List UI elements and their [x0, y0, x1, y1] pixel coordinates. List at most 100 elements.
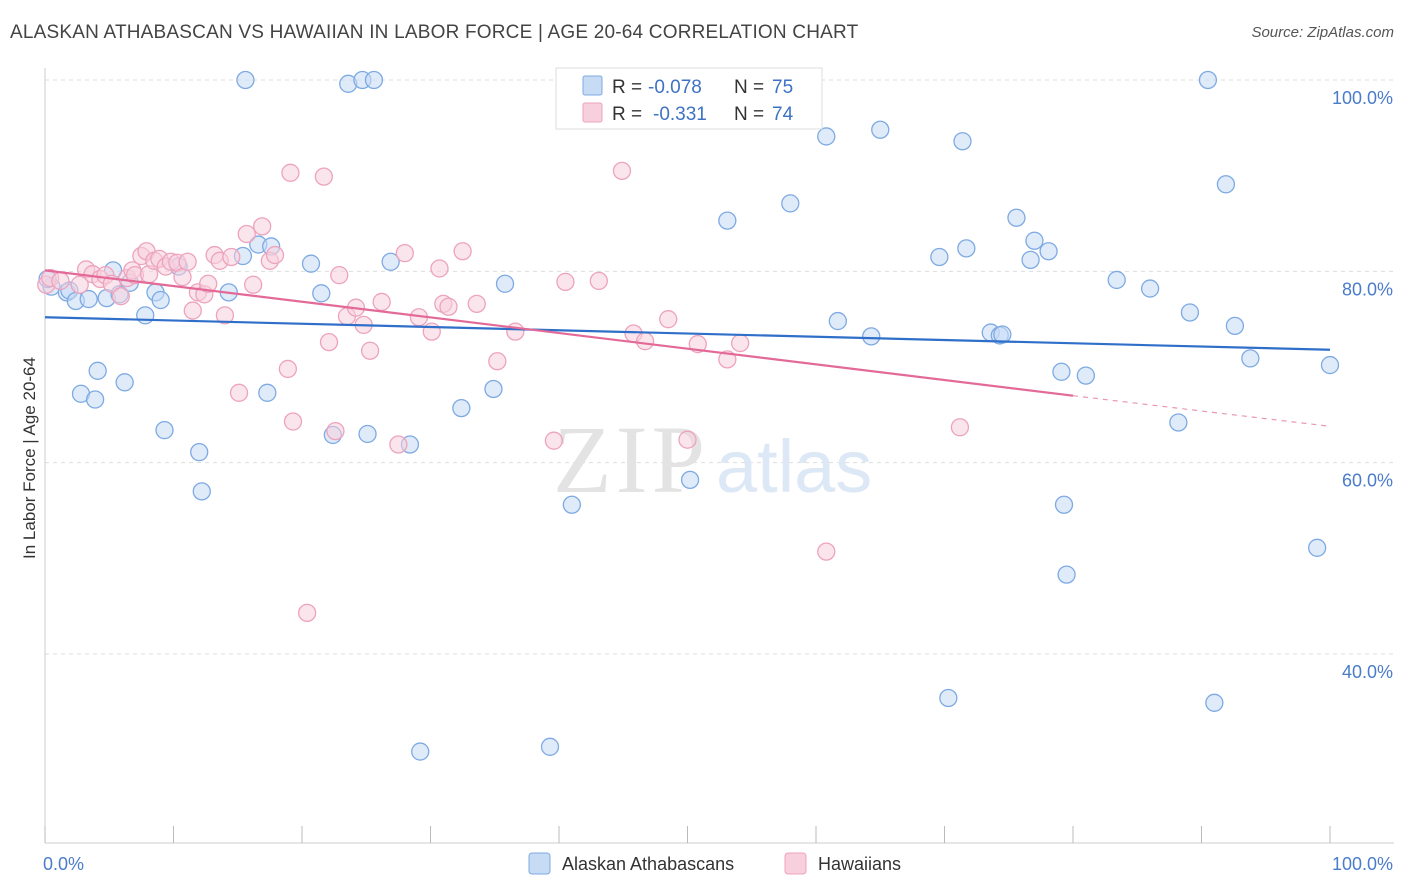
- athabascan-point-27: [312, 284, 331, 303]
- athabascan-point-58: [1039, 242, 1058, 261]
- athabascan-point-39: [540, 737, 560, 756]
- athabascan-point-24: [258, 383, 277, 402]
- stats-r-value-blue: -0.078: [648, 77, 702, 98]
- athabascan-point-7: [88, 361, 107, 380]
- athabascan-point-18: [190, 442, 209, 462]
- legend-swatch-blue: [528, 852, 551, 875]
- tick-labels: 100.0% 80.0% 60.0% 40.0% 0.0% 100.0%: [43, 88, 1393, 874]
- x-tick-label-0: 0.0%: [43, 854, 84, 874]
- athabascan-point-54: [993, 325, 1012, 344]
- hawaiian-point-40: [297, 603, 317, 623]
- hawaiian-point-48: [360, 341, 380, 360]
- athabascan-point-37: [484, 379, 503, 399]
- athabascan-point-5: [79, 289, 98, 309]
- athabascan-point-62: [1076, 366, 1095, 385]
- hawaiian-point-23: [183, 301, 202, 320]
- athabascan-point-26: [301, 254, 321, 273]
- athabascan-point-51: [957, 239, 976, 258]
- athabascan-point-70: [1225, 316, 1245, 336]
- hawaiian-point-21: [173, 267, 192, 287]
- athabascan-point-43: [781, 194, 800, 213]
- chart-source: Source: ZipAtlas.com: [1251, 24, 1394, 41]
- stats-n-value-pink: 74: [772, 104, 794, 125]
- stats-box: R = -0.078 N = 75 R = -0.331 N = 74: [555, 67, 823, 130]
- athabascan-point-67: [1198, 70, 1218, 90]
- hawaiian-point-44: [330, 266, 349, 285]
- athabascan-point-73: [1320, 355, 1340, 375]
- hawaiian-point-33: [244, 275, 263, 294]
- athabascan-point-13: [136, 306, 155, 325]
- hawaiian-point-57: [453, 242, 472, 261]
- hawaiian-point-34: [253, 217, 272, 236]
- athabascan-point-22: [236, 70, 255, 90]
- x-tick-label-100: 100.0%: [1332, 854, 1393, 874]
- y-tick-label-60: 60.0%: [1342, 471, 1393, 491]
- hawaiian-point-3: [70, 275, 89, 294]
- athabascan-point-65: [1169, 413, 1188, 432]
- athabascan-point-15: [151, 290, 170, 310]
- hawaiian-point-71: [731, 333, 750, 353]
- athabascan-point-49: [939, 688, 958, 708]
- y-tick-label-80: 80.0%: [1342, 279, 1393, 299]
- hawaiian-point-68: [678, 430, 697, 449]
- hawaiian-point-62: [556, 272, 575, 292]
- hawaiian-point-38: [281, 163, 300, 182]
- athabascan-point-72: [1308, 538, 1327, 557]
- legend-label-alaskan-athabascans: Alaskan Athabascans: [562, 854, 734, 874]
- hawaiian-point-31: [229, 383, 249, 402]
- grid: [45, 79, 1394, 655]
- hawaiian-point-61: [544, 431, 564, 450]
- athabascan-point-64: [1140, 279, 1160, 298]
- y-axis-label: In Labor Force | Age 20-64: [20, 357, 39, 559]
- athabascan-point-55: [1007, 208, 1026, 227]
- athabascan-point-36: [452, 398, 471, 418]
- hawaiian-point-43: [326, 421, 345, 441]
- stats-r-label-blue: R =: [612, 77, 642, 98]
- watermark: ZIP atlas: [553, 406, 872, 513]
- stats-r-label-pink: R =: [612, 104, 642, 125]
- athabascan-point-60: [1054, 495, 1074, 514]
- hawaiian-point-36: [265, 245, 285, 265]
- hawaiian-point-54: [430, 259, 449, 278]
- hawaiian-point-42: [319, 332, 339, 352]
- athabascan-point-41: [680, 470, 700, 490]
- hawaiian-point-26: [199, 274, 218, 293]
- athabascan-point-69: [1216, 175, 1236, 194]
- watermark-atlas: atlas: [716, 425, 872, 508]
- hawaiian-point-49: [372, 292, 391, 312]
- hawaiian-point-50: [389, 435, 408, 454]
- hawaiian-point-9: [111, 287, 130, 306]
- athabascan-point-57: [1025, 231, 1044, 250]
- y-tick-label-100: 100.0%: [1332, 88, 1393, 108]
- athabascan-point-48: [930, 247, 949, 267]
- athabascan-point-46: [862, 327, 881, 346]
- series-hawaiians-points: [37, 161, 970, 623]
- hawaiian-point-51: [395, 244, 414, 263]
- hawaiian-point-66: [635, 332, 655, 351]
- trend-lines: [44, 269, 1331, 427]
- athabascan-point-66: [1180, 303, 1200, 322]
- athabascan-point-33: [381, 252, 400, 271]
- hawaiian-point-2: [51, 271, 70, 291]
- hawaiian-point-69: [688, 334, 707, 354]
- hawaiian-point-63: [589, 271, 608, 291]
- hawaiian-point-30: [222, 247, 241, 267]
- stats-n-label-blue: N =: [734, 77, 764, 98]
- athabascan-point-44: [817, 127, 836, 146]
- hawaiian-point-29: [215, 306, 235, 325]
- athabascan-point-68: [1205, 693, 1224, 712]
- hawaiian-point-60: [506, 322, 525, 341]
- stats-n-label-pink: N =: [734, 104, 764, 125]
- athabascan-point-40: [562, 495, 581, 514]
- athabascan-point-47: [871, 120, 890, 139]
- stats-n-value-blue: 75: [772, 77, 793, 98]
- watermark-zip: ZIP: [553, 406, 709, 513]
- stats-swatch-pink: [582, 102, 603, 123]
- athabascan-point-45: [828, 311, 847, 331]
- athabascan-point-42: [718, 211, 737, 230]
- hawaiian-point-32: [237, 224, 256, 244]
- hawaiian-point-72: [817, 542, 836, 561]
- hawaiian-point-56: [439, 297, 458, 316]
- hawaiian-point-67: [659, 310, 678, 329]
